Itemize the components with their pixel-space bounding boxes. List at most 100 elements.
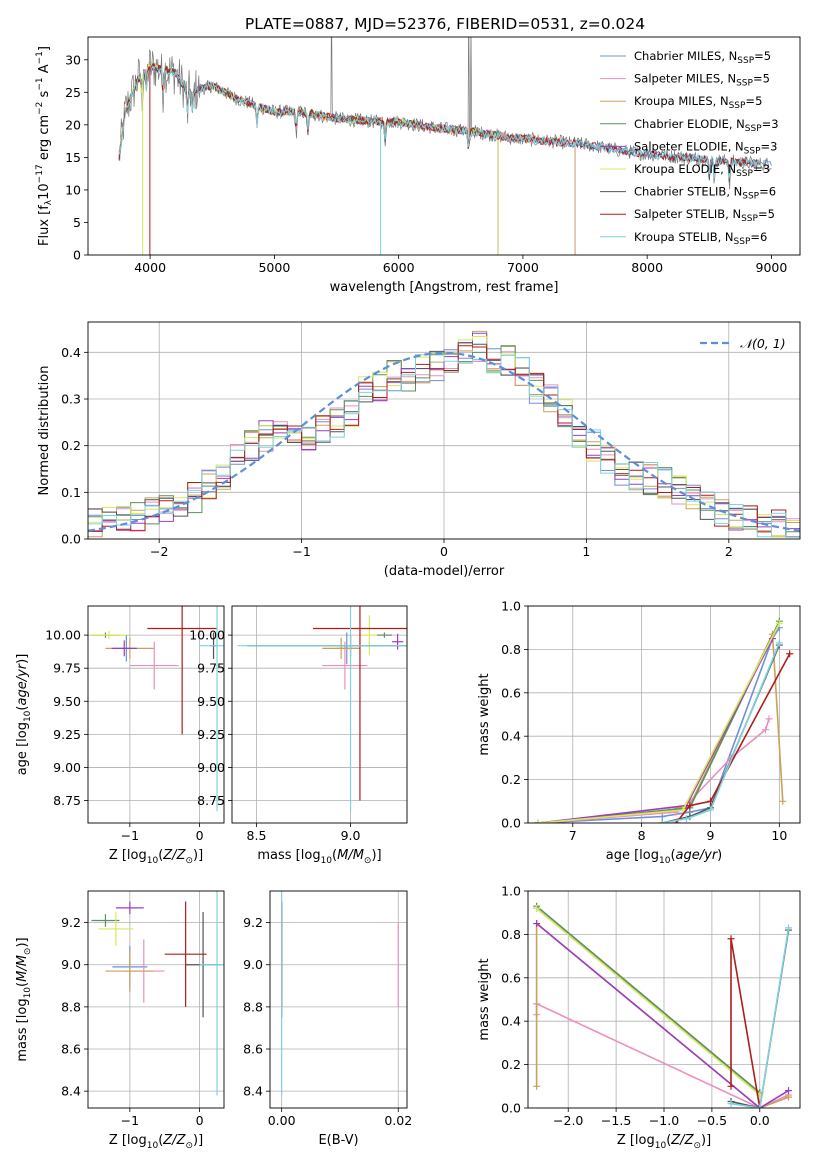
residuals-xtick-label-4: 2 bbox=[725, 544, 733, 559]
massweight-vs-age-ylabel: mass weight bbox=[477, 673, 492, 755]
massweight-vs-age-series-4 bbox=[538, 638, 774, 823]
spectrum-legend-label-1: Salpeter MILES, NSSP=5 bbox=[634, 72, 770, 89]
spectrum-xtick-label-5: 9000 bbox=[756, 260, 788, 275]
massweight-vs-age-marker-7-3 bbox=[786, 650, 794, 658]
residuals-histogram-7 bbox=[88, 345, 800, 538]
residuals-xtick-label-1: −1 bbox=[292, 544, 310, 559]
residuals-normal-curve bbox=[88, 351, 800, 532]
massweight-vs-Z-marker-5-0 bbox=[533, 904, 541, 912]
residuals-ytick-label-1: 0.1 bbox=[61, 485, 81, 500]
residuals-ylabel: Normed distribution bbox=[37, 366, 52, 496]
residuals-histogram-8 bbox=[88, 353, 800, 538]
massweight-vs-Z-xtick-label-2: −1.0 bbox=[649, 1113, 679, 1128]
spectrum-legend-label-5: Kroupa ELODIE, NSSP=3 bbox=[634, 162, 770, 179]
massweight-vs-Z-marker-7-0 bbox=[727, 1082, 735, 1090]
massweight-vs-age-marker-1-4 bbox=[762, 726, 770, 734]
mass-vs-Z-ytick-label-1: 8.6 bbox=[61, 1042, 81, 1057]
residuals-xtick-label-2: 0 bbox=[440, 544, 448, 559]
age-vs-Z-xtick-label-1: 0 bbox=[196, 828, 204, 843]
spectrum-legend-label-3: Chabrier ELODIE, NSSP=3 bbox=[634, 117, 779, 134]
spectrum-ytick-label-2: 10 bbox=[65, 182, 81, 197]
massweight-vs-age-marker-1-5 bbox=[765, 715, 773, 723]
residuals-ytick-label-4: 0.4 bbox=[61, 345, 81, 360]
mass-vs-ebv-plot-area bbox=[270, 891, 407, 1108]
massweight-vs-age-marker-8-1 bbox=[682, 815, 690, 823]
mass-vs-Z-xlabel: Z [log10(Z/Z⊙)] bbox=[109, 1133, 203, 1151]
mass-vs-Z-plot-area bbox=[88, 891, 224, 1108]
massweight-vs-age-ytick-label-2: 0.4 bbox=[501, 729, 521, 744]
age-vs-mass-xtick-label-0: 8.5 bbox=[247, 828, 267, 843]
mass-vs-Z-ytick-label-2: 8.8 bbox=[61, 999, 81, 1014]
mass-vs-ebv-xlabel: E(B-V) bbox=[318, 1133, 358, 1148]
residuals-histogram-6 bbox=[88, 342, 800, 538]
massweight-vs-age-series-7 bbox=[675, 653, 791, 823]
spectrum-model-line-2 bbox=[118, 61, 576, 255]
massweight-vs-Z-series-4 bbox=[536, 922, 789, 1108]
age-vs-Z-xtick-label-0: −1 bbox=[121, 828, 139, 843]
age-vs-Z-ytick-label-5: 10.00 bbox=[45, 628, 81, 643]
spectrum-frame bbox=[87, 36, 801, 256]
residuals-ytick-label-0: 0.0 bbox=[61, 532, 81, 547]
spectrum-ytick-label-4: 20 bbox=[65, 117, 81, 132]
residuals-xlabel: (data-model)/error bbox=[384, 564, 505, 579]
massweight-vs-age-xlabel: age [log10(age/yr) bbox=[606, 848, 723, 866]
age-vs-mass-ytick-label-2: 9.25 bbox=[197, 727, 225, 742]
massweight-vs-age-marker-8-3 bbox=[775, 639, 783, 647]
massweight-vs-age-marker-8-0 bbox=[658, 819, 666, 823]
spectrum-legend-label-7: Salpeter STELIB, NSSP=5 bbox=[634, 207, 775, 224]
massweight-vs-age-marker-2-4 bbox=[779, 797, 787, 805]
massweight-vs-Z-series-3 bbox=[536, 905, 761, 1094]
massweight-vs-age-xtick-label-2: 9 bbox=[707, 828, 715, 843]
massweight-vs-Z-marker-2-0 bbox=[533, 1082, 541, 1090]
mass-vs-ebv-ytick-label-3: 9.0 bbox=[243, 957, 263, 972]
age-vs-mass-ytick-label-1: 9.00 bbox=[197, 760, 225, 775]
age-vs-mass-xtick-label-1: 9.0 bbox=[341, 828, 361, 843]
age-vs-Z-ytick-label-1: 9.00 bbox=[53, 760, 81, 775]
age-vs-mass-panel: 8.5 9.0 8.75 9.00 9.25 9.50 9.75 10.00 mass [log… bbox=[189, 605, 408, 866]
spectrum-xtick-label-1: 5000 bbox=[258, 260, 290, 275]
mass-vs-ebv-ytick-label-1: 8.6 bbox=[243, 1042, 263, 1057]
age-vs-mass-ytick-label-5: 10.00 bbox=[189, 628, 225, 643]
massweight-vs-age-xtick-label-1: 8 bbox=[638, 828, 646, 843]
age-vs-Z-ytick-label-3: 9.50 bbox=[53, 694, 81, 709]
massweight-vs-age-ytick-label-5: 1.0 bbox=[501, 599, 521, 614]
massweight-vs-age-plot-area bbox=[528, 606, 800, 823]
spectrum-panel: 4000 5000 6000 7000 8000 9000 0 5 10 15 20 25 30 wave… bbox=[35, 36, 801, 295]
residuals-panel: −2 −1 0 1 2 0.0 0.1 0.2 0.3 0.4 (data-model)/error… bbox=[37, 321, 801, 579]
spectrum-legend: Chabrier MILES, NSSP=5 Salpeter MILES, NS… bbox=[600, 49, 779, 247]
mass-vs-ebv-ytick-label-4: 9.2 bbox=[243, 915, 263, 930]
residuals-legend-label: 𝒩(0, 1) bbox=[740, 336, 786, 351]
mass-vs-Z-xtick-label-0: −1 bbox=[121, 1113, 139, 1128]
massweight-vs-Z-marker-2-3 bbox=[785, 1093, 793, 1101]
massweight-vs-age-xtick-label-3: 10 bbox=[771, 828, 787, 843]
mass-vs-Z-ytick-label-3: 9.0 bbox=[61, 957, 81, 972]
massweight-vs-Z-plot-area bbox=[528, 891, 800, 1108]
mass-vs-ebv-xtick-label-1: 0.02 bbox=[384, 1113, 412, 1128]
residuals-ytick-label-2: 0.2 bbox=[61, 438, 81, 453]
massweight-vs-age-marker-5-0 bbox=[534, 819, 542, 823]
massweight-vs-age-marker-7-2 bbox=[706, 797, 714, 805]
mass-vs-Z-ytick-label-4: 9.2 bbox=[61, 915, 81, 930]
mass-vs-Z-ytick-label-0: 8.4 bbox=[61, 1084, 81, 1099]
massweight-vs-Z-marker-8-0 bbox=[727, 1100, 735, 1108]
massweight-vs-Z-series-2 bbox=[535, 921, 789, 1108]
spectrum-ylabel: Flux [fλ10−17 erg cm−2 s−1 A−1] bbox=[35, 46, 54, 246]
spectrum-model-line-4 bbox=[118, 63, 499, 255]
spectrum-legend-label-8: Kroupa STELIB, NSSP=6 bbox=[634, 230, 767, 247]
massweight-vs-Z-xtick-label-4: 0.0 bbox=[750, 1113, 770, 1128]
massweight-vs-Z-xlabel: Z [log10(Z/Z⊙)] bbox=[617, 1133, 711, 1151]
spectrum-ytick-label-3: 15 bbox=[65, 150, 81, 165]
age-vs-mass-plot-area bbox=[232, 606, 407, 823]
residuals-xtick-label-0: −2 bbox=[150, 544, 168, 559]
massweight-vs-Z-marker-8-1 bbox=[756, 1104, 764, 1108]
massweight-vs-Z-xtick-label-0: −2.0 bbox=[553, 1113, 583, 1128]
massweight-vs-Z-ytick-label-3: 0.6 bbox=[501, 970, 521, 985]
spectrum-model-line-5 bbox=[118, 63, 499, 255]
massweight-vs-age-series-6 bbox=[662, 644, 781, 823]
massweight-vs-age-marker-8-2 bbox=[706, 806, 714, 814]
spectrum-plot-area bbox=[118, 37, 772, 255]
mass-vs-ebv-xtick-label-0: 0.00 bbox=[268, 1113, 296, 1128]
spectrum-ytick-label-1: 5 bbox=[73, 215, 81, 230]
spectrum-model-line-3 bbox=[118, 63, 499, 255]
